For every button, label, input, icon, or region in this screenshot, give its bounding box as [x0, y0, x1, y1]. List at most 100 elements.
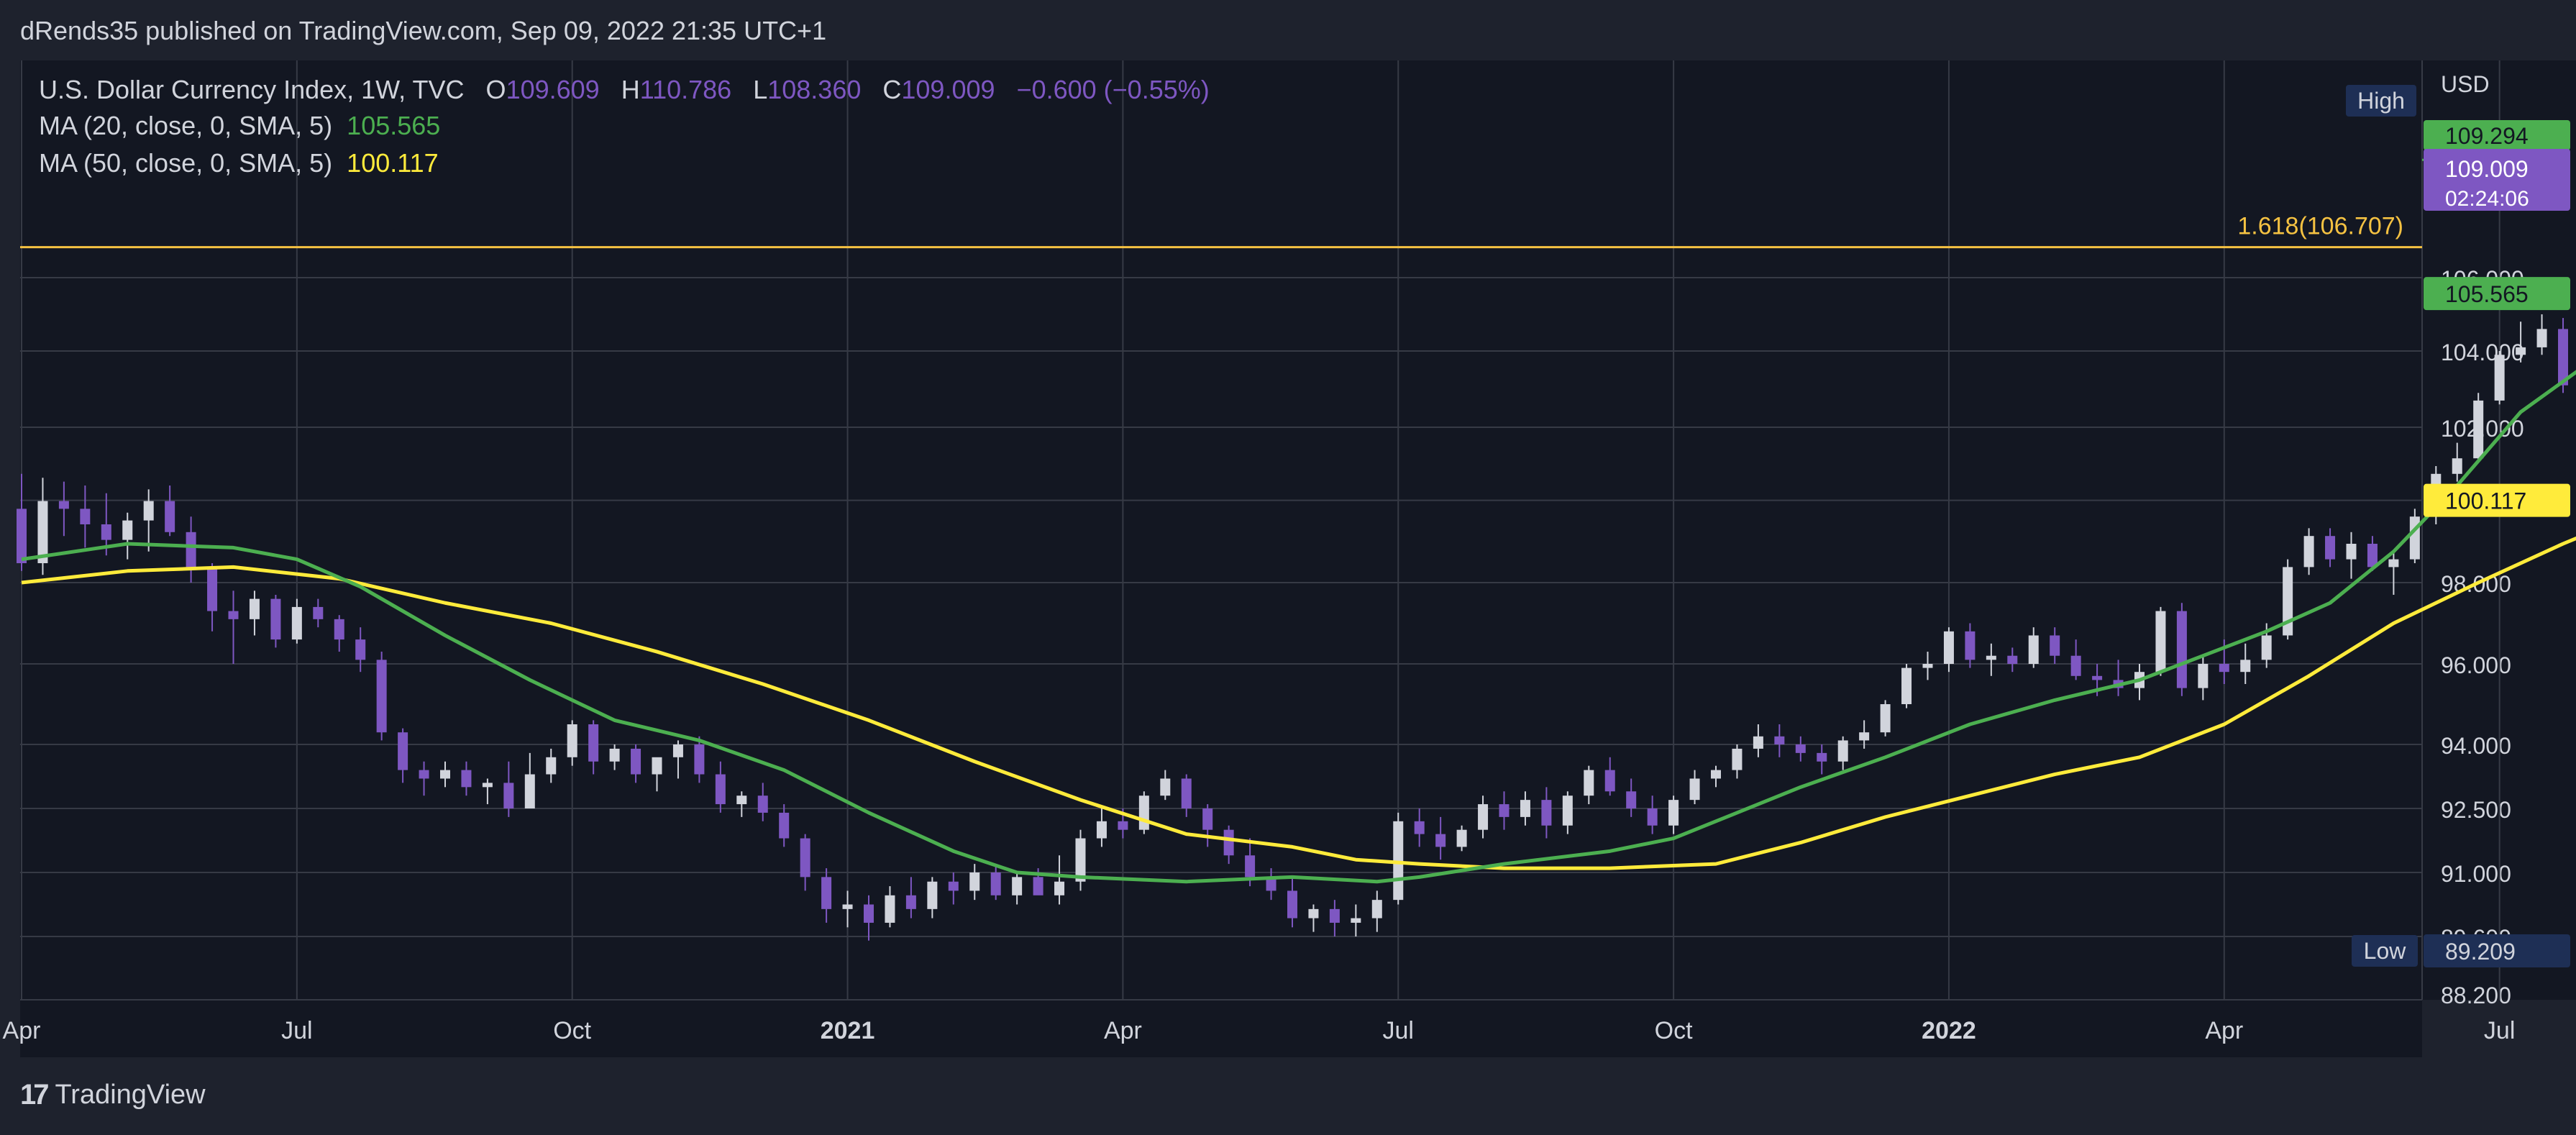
candle-body[interactable] — [207, 567, 218, 611]
candle-body[interactable] — [1202, 808, 1213, 830]
candle-body[interactable] — [969, 872, 980, 891]
candle-body[interactable] — [482, 783, 493, 788]
candle-body[interactable] — [1880, 704, 1891, 733]
candle-body[interactable] — [398, 732, 408, 770]
ma50-line[interactable] — [21, 501, 2576, 870]
candle-body[interactable] — [1456, 829, 1467, 847]
candle-body[interactable] — [2494, 355, 2505, 401]
candle-body[interactable] — [461, 770, 472, 788]
candle-body[interactable] — [1647, 808, 1658, 826]
candle-body[interactable] — [2240, 660, 2251, 673]
candle-body[interactable] — [1753, 736, 1763, 749]
candle-body[interactable] — [1541, 800, 1552, 826]
candle-body[interactable] — [757, 796, 768, 813]
candle-body[interactable] — [143, 501, 154, 521]
candle-body[interactable] — [779, 812, 790, 839]
plot-area[interactable] — [20, 60, 2422, 1000]
candle-body[interactable] — [2388, 559, 2399, 568]
candle-body[interactable] — [609, 748, 620, 762]
candle-body[interactable] — [1859, 732, 1870, 741]
candle-body[interactable] — [2176, 611, 2187, 688]
candle-body[interactable] — [1562, 796, 1573, 826]
candle-body[interactable] — [652, 757, 662, 775]
candle-body[interactable] — [736, 796, 747, 805]
candle-body[interactable] — [2473, 400, 2484, 459]
candle-body[interactable] — [1837, 740, 1848, 762]
candle-body[interactable] — [419, 770, 429, 779]
candle-body[interactable] — [1308, 908, 1319, 919]
candle-body[interactable] — [1096, 821, 1107, 839]
candle-body[interactable] — [2516, 347, 2526, 355]
candle-body[interactable] — [1499, 804, 1509, 817]
candle-body[interactable] — [440, 770, 450, 779]
candle-body[interactable] — [2367, 544, 2378, 568]
candle-body[interactable] — [2198, 664, 2209, 688]
time-axis[interactable] — [20, 1000, 2422, 1057]
legend-symbol[interactable]: U.S. Dollar Currency Index, 1W, TVC — [39, 75, 465, 104]
candle-body[interactable] — [1520, 800, 1530, 817]
candle-body[interactable] — [2536, 329, 2547, 347]
candle-body[interactable] — [1118, 821, 1128, 830]
candle-body[interactable] — [1054, 881, 1065, 895]
ma50-price-label[interactable] — [2424, 483, 2570, 517]
candle-body[interactable] — [58, 501, 69, 509]
candle-body[interactable] — [165, 501, 175, 532]
candle-body[interactable] — [1266, 877, 1276, 891]
candle-body[interactable] — [1901, 667, 1912, 704]
candle-body[interactable] — [1795, 744, 1806, 753]
candle-body[interactable] — [1223, 829, 1234, 856]
candle-body[interactable] — [2452, 458, 2462, 474]
candle-body[interactable] — [631, 748, 641, 775]
candle-body[interactable] — [1774, 736, 1785, 744]
candle-body[interactable] — [2155, 611, 2166, 673]
candle-body[interactable] — [1033, 877, 1043, 895]
candle-body[interactable] — [1689, 778, 1700, 801]
candle-body[interactable] — [1986, 655, 1996, 660]
candle-body[interactable] — [1965, 631, 1976, 660]
last-price-label[interactable] — [2424, 149, 2570, 211]
candle-body[interactable] — [1181, 778, 1192, 808]
candle-body[interactable] — [546, 757, 557, 775]
candle-body[interactable] — [2325, 536, 2336, 560]
candle-body[interactable] — [376, 660, 387, 733]
candle-body[interactable] — [355, 639, 366, 660]
candle-body[interactable] — [270, 598, 281, 640]
candle-body[interactable] — [567, 724, 577, 757]
candle-body[interactable] — [1922, 664, 1933, 668]
candle-body[interactable] — [101, 524, 111, 540]
candle-body[interactable] — [694, 744, 705, 775]
candle-body[interactable] — [2050, 635, 2060, 656]
candle-body[interactable] — [524, 774, 535, 808]
candle-body[interactable] — [37, 501, 48, 563]
candle-body[interactable] — [1351, 918, 1361, 923]
candle-body[interactable] — [2070, 655, 2081, 676]
candle-body[interactable] — [1711, 770, 1721, 779]
candle-body[interactable] — [228, 611, 239, 619]
candle-body[interactable] — [313, 606, 324, 619]
candle-body[interactable] — [1012, 877, 1023, 895]
candle-body[interactable] — [2346, 544, 2357, 560]
candle-body[interactable] — [1414, 821, 1425, 834]
candle-body[interactable] — [1075, 838, 1086, 882]
candle-body[interactable] — [2303, 536, 2314, 568]
candle-body[interactable] — [1329, 908, 1340, 923]
candle-body[interactable] — [1604, 770, 1615, 792]
candle-body[interactable] — [1371, 900, 1382, 919]
candle-body[interactable] — [800, 838, 810, 878]
candle-body[interactable] — [588, 724, 599, 762]
candle-body[interactable] — [80, 509, 91, 524]
candle-body[interactable] — [291, 606, 302, 640]
candle-body[interactable] — [864, 904, 874, 923]
candle-body[interactable] — [2219, 664, 2229, 673]
candle-body[interactable] — [186, 532, 196, 568]
candle-body[interactable] — [1732, 748, 1743, 770]
candle-body[interactable] — [2092, 675, 2103, 680]
candle-body[interactable] — [2261, 635, 2272, 660]
candle-body[interactable] — [2283, 567, 2293, 636]
candle-body[interactable] — [1626, 791, 1637, 808]
candle-body[interactable] — [2028, 635, 2039, 664]
ma20-line[interactable] — [21, 293, 2576, 884]
low-price-label[interactable] — [2424, 934, 2570, 967]
candle-body[interactable] — [503, 783, 514, 808]
